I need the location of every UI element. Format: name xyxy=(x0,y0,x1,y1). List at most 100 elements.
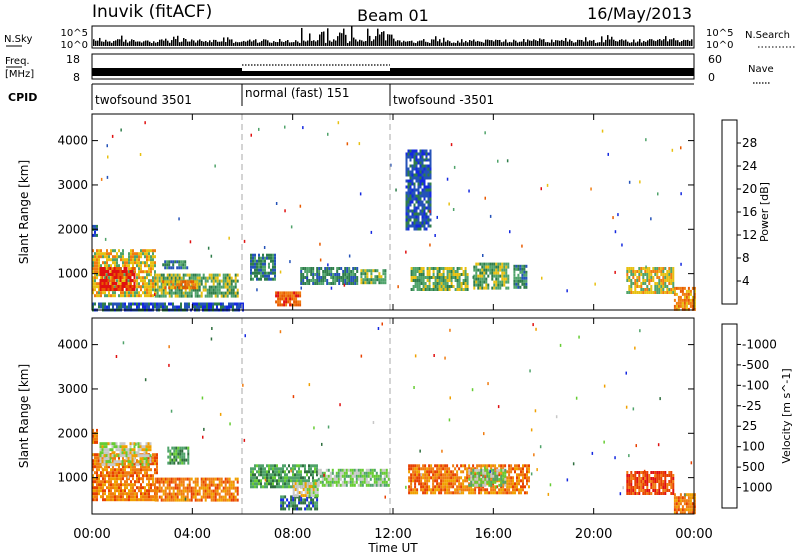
range-cell xyxy=(166,266,169,270)
range-cell xyxy=(316,507,319,511)
range-cell xyxy=(484,464,487,468)
range-cell xyxy=(385,480,388,484)
range-cell xyxy=(363,471,366,475)
range-cell xyxy=(413,167,416,171)
range-cell xyxy=(204,288,207,292)
range-cell xyxy=(126,291,128,295)
range-cell xyxy=(316,504,319,508)
range-cell xyxy=(316,282,319,285)
range-cell xyxy=(410,270,413,273)
noise-bar xyxy=(615,41,617,46)
noise-bar xyxy=(193,40,195,46)
range-cell xyxy=(283,294,286,298)
range-cell xyxy=(316,273,319,276)
range-cell xyxy=(383,474,386,478)
range-cell xyxy=(495,268,498,272)
range-cell xyxy=(344,282,347,285)
range-cell xyxy=(367,474,370,478)
range-cell xyxy=(228,489,231,493)
range-cell xyxy=(502,491,505,495)
range-cell xyxy=(448,476,451,480)
range-cell xyxy=(119,270,122,273)
range-cell xyxy=(176,285,179,289)
range-cell xyxy=(408,476,411,480)
range-cell xyxy=(152,249,154,253)
range-cell xyxy=(472,483,475,487)
noise-bar xyxy=(691,39,693,46)
range-cell xyxy=(206,477,209,481)
range-cell xyxy=(361,483,364,487)
range-cell xyxy=(662,480,665,483)
range-cell xyxy=(327,263,329,267)
range-cell xyxy=(628,267,631,270)
range-cell xyxy=(103,460,106,464)
range-cell xyxy=(204,276,207,280)
range-cell xyxy=(364,269,367,273)
range-cell xyxy=(286,476,288,480)
noise-right-label: N.Search xyxy=(745,30,790,41)
range-cell xyxy=(460,285,463,288)
range-cell xyxy=(150,285,152,289)
range-cell xyxy=(141,448,144,452)
range-cell xyxy=(204,302,206,306)
range-cell xyxy=(150,258,152,262)
noise-bar xyxy=(461,39,463,46)
range-cell xyxy=(407,197,410,201)
range-cell xyxy=(160,294,163,298)
range-cell xyxy=(291,297,294,301)
range-cell xyxy=(131,279,134,282)
range-cell xyxy=(116,305,118,309)
range-cell xyxy=(100,474,102,478)
range-cell xyxy=(282,470,284,474)
range-cell xyxy=(174,279,177,283)
range-cell xyxy=(100,276,102,280)
range-cell xyxy=(154,261,156,265)
range-cell xyxy=(110,294,112,298)
range-cell xyxy=(230,279,233,283)
range-cell xyxy=(268,473,270,477)
range-cell xyxy=(176,486,179,490)
range-cell xyxy=(491,262,494,266)
range-cell xyxy=(121,451,124,455)
range-cell xyxy=(359,474,362,478)
range-cell xyxy=(416,282,419,285)
range-cell xyxy=(482,480,485,484)
range-cell xyxy=(104,252,106,256)
range-cell xyxy=(119,448,122,452)
range-cell xyxy=(99,463,102,467)
range-cell xyxy=(212,498,215,502)
range-cell xyxy=(234,273,237,277)
range-cell xyxy=(450,279,453,282)
range-cell xyxy=(691,301,694,305)
range-cell xyxy=(98,456,100,460)
range-cell xyxy=(278,470,280,474)
range-cell xyxy=(138,294,140,298)
range-cell xyxy=(148,285,150,289)
range-cell xyxy=(256,274,258,278)
noise-bar xyxy=(199,39,201,46)
range-cell xyxy=(488,483,491,487)
range-cell xyxy=(646,279,649,282)
range-cell xyxy=(356,276,359,279)
range-cell xyxy=(128,305,130,309)
range-cell xyxy=(458,276,461,279)
range-cell xyxy=(147,463,150,467)
range-cell xyxy=(458,285,461,288)
range-cell xyxy=(230,495,233,499)
range-cell xyxy=(668,267,671,270)
range-cell xyxy=(109,454,112,458)
range-cell xyxy=(434,285,437,288)
range-cell xyxy=(523,270,526,274)
range-cell xyxy=(483,277,486,281)
range-cell xyxy=(222,498,225,502)
range-cell xyxy=(164,291,167,295)
range-cell xyxy=(134,255,136,259)
range-cell xyxy=(281,303,284,307)
range-cell xyxy=(306,498,309,502)
range-cell xyxy=(210,273,213,277)
range-cell xyxy=(429,206,432,210)
range-cell xyxy=(419,197,422,201)
range-cell xyxy=(187,449,190,453)
range-cell xyxy=(183,455,186,459)
range-cell xyxy=(144,279,146,283)
